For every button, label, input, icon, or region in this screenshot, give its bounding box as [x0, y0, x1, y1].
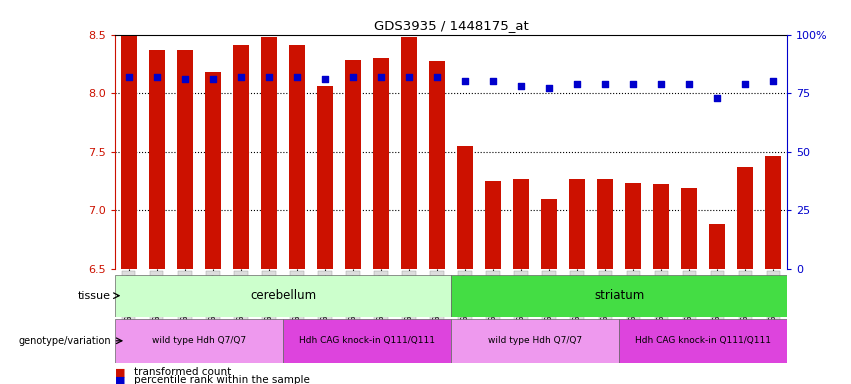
Point [654, 81, 668, 87]
Text: striatum: striatum [594, 289, 644, 302]
Text: tissue: tissue [77, 291, 111, 301]
Point [262, 74, 276, 80]
Point [403, 74, 416, 80]
Text: ■: ■ [115, 375, 125, 384]
Bar [289, 45, 305, 269]
Point [150, 74, 163, 80]
Bar [738, 167, 753, 269]
Point [458, 78, 471, 84]
Point [542, 85, 556, 91]
Point [767, 78, 780, 84]
Point [206, 76, 220, 82]
Point [711, 95, 724, 101]
Bar [451, 319, 620, 363]
Point [346, 74, 360, 80]
Point [290, 74, 304, 80]
Point [122, 74, 135, 80]
Bar [625, 183, 641, 269]
Text: genotype/variation: genotype/variation [18, 336, 111, 346]
Point [570, 81, 584, 87]
Bar [682, 188, 697, 269]
Bar [115, 275, 451, 317]
Bar [233, 45, 248, 269]
Point [178, 76, 191, 82]
Point [598, 81, 612, 87]
Bar [121, 36, 137, 269]
Bar [457, 146, 473, 269]
Bar [620, 319, 787, 363]
Bar [429, 61, 445, 269]
Bar [765, 156, 781, 269]
Bar [597, 179, 613, 269]
Point [431, 74, 444, 80]
Text: cerebellum: cerebellum [250, 289, 316, 302]
Bar [149, 50, 164, 269]
Bar [513, 179, 528, 269]
Bar [451, 275, 787, 317]
Bar [177, 50, 192, 269]
Bar [374, 58, 389, 269]
Bar [261, 37, 277, 269]
Text: percentile rank within the sample: percentile rank within the sample [134, 375, 310, 384]
Text: Hdh CAG knock-in Q111/Q111: Hdh CAG knock-in Q111/Q111 [635, 336, 771, 345]
Point [626, 81, 640, 87]
Point [318, 76, 332, 82]
Title: GDS3935 / 1448175_at: GDS3935 / 1448175_at [374, 19, 528, 32]
Text: wild type Hdh Q7/Q7: wild type Hdh Q7/Q7 [488, 336, 582, 345]
Bar [710, 224, 725, 269]
Bar [283, 319, 451, 363]
Bar [402, 37, 417, 269]
Bar [541, 199, 557, 269]
Text: Hdh CAG knock-in Q111/Q111: Hdh CAG knock-in Q111/Q111 [299, 336, 435, 345]
Bar [317, 86, 333, 269]
Bar [346, 60, 361, 269]
Bar [115, 319, 283, 363]
Point [486, 78, 500, 84]
Text: wild type Hdh Q7/Q7: wild type Hdh Q7/Q7 [151, 336, 246, 345]
Bar [205, 72, 220, 269]
Point [683, 81, 696, 87]
Text: ■: ■ [115, 367, 125, 377]
Point [739, 81, 752, 87]
Text: transformed count: transformed count [134, 367, 231, 377]
Bar [654, 184, 669, 269]
Bar [485, 181, 500, 269]
Point [514, 83, 528, 89]
Point [234, 74, 248, 80]
Bar [569, 179, 585, 269]
Point [374, 74, 388, 80]
